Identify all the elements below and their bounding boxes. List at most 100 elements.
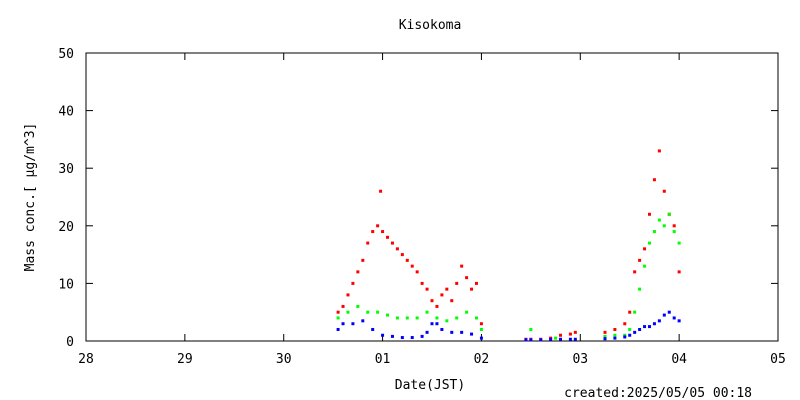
data-point: [405, 316, 409, 320]
series-1: [336, 212, 681, 340]
data-point: [400, 253, 404, 257]
data-point: [381, 333, 385, 337]
data-point: [430, 322, 434, 326]
data-point: [647, 241, 651, 245]
data-point: [415, 270, 419, 274]
data-point: [336, 310, 340, 314]
data-point: [474, 316, 478, 320]
data-point: [559, 333, 563, 337]
chart-title: Kisokoma: [399, 18, 462, 33]
series-2: [336, 310, 681, 342]
data-point: [628, 333, 632, 337]
data-point: [652, 322, 656, 326]
data-point: [440, 327, 444, 331]
data-point: [440, 293, 444, 297]
data-point: [568, 332, 572, 336]
data-point: [623, 322, 627, 326]
data-point: [677, 319, 681, 323]
data-point: [435, 316, 439, 320]
y-axis: 0 10 20 30 40 50: [58, 47, 778, 350]
data-point: [460, 330, 464, 334]
x-axis-label: Date(JST): [395, 378, 465, 393]
data-point: [524, 338, 528, 342]
data-point: [351, 322, 355, 326]
data-point: [479, 327, 483, 331]
y-tick-label: 20: [58, 220, 74, 235]
data-point: [410, 336, 414, 340]
data-point: [425, 310, 429, 314]
data-point: [667, 212, 671, 216]
data-point: [400, 336, 404, 340]
data-point: [657, 218, 661, 222]
data-point: [405, 258, 409, 262]
created-timestamp: created:2025/05/05 00:18: [564, 386, 752, 400]
data-point: [568, 337, 572, 341]
series-layer: [336, 149, 681, 342]
data-point: [376, 310, 380, 314]
data-point: [450, 330, 454, 334]
data-point: [341, 322, 345, 326]
data-point: [356, 304, 360, 308]
series-0: [336, 149, 681, 341]
data-point: [420, 334, 424, 338]
y-tick-label: 0: [66, 335, 74, 350]
data-point: [336, 316, 340, 320]
x-axis: 28 29 30 01 02 03 04 05: [78, 53, 786, 367]
data-point: [623, 333, 627, 337]
data-point: [346, 293, 350, 297]
data-point: [643, 247, 647, 251]
data-point: [445, 319, 449, 323]
data-point: [638, 287, 642, 291]
data-point: [662, 189, 666, 193]
data-point: [662, 313, 666, 317]
data-point: [647, 212, 651, 216]
data-point: [652, 230, 656, 234]
data-point: [420, 281, 424, 285]
data-point: [379, 189, 383, 193]
data-point: [662, 224, 666, 228]
data-point: [677, 241, 681, 245]
data-point: [479, 336, 483, 340]
data-point: [643, 264, 647, 268]
x-tick-label: 01: [375, 352, 391, 367]
x-tick-label: 29: [177, 352, 193, 367]
data-point: [657, 149, 661, 153]
data-point: [465, 276, 469, 280]
plot-frame: [85, 52, 779, 342]
data-point: [603, 330, 607, 334]
data-point: [529, 327, 533, 331]
data-point: [633, 310, 637, 314]
data-point: [445, 287, 449, 291]
data-point: [603, 337, 607, 341]
data-point: [623, 335, 627, 339]
data-point: [628, 310, 632, 314]
data-point: [470, 332, 474, 336]
data-point: [613, 336, 617, 340]
data-point: [474, 281, 478, 285]
y-tick-label: 10: [58, 277, 74, 292]
data-point: [657, 319, 661, 323]
data-point: [613, 333, 617, 337]
x-tick-label: 03: [572, 352, 588, 367]
data-point: [638, 327, 642, 331]
data-point: [410, 264, 414, 268]
data-point: [539, 338, 543, 342]
y-tick-label: 30: [58, 162, 74, 177]
data-point: [381, 230, 385, 234]
x-tick-label: 28: [78, 352, 94, 367]
data-point: [554, 336, 558, 340]
data-point: [386, 235, 390, 239]
data-point: [479, 322, 483, 326]
y-tick-label: 50: [58, 47, 74, 62]
data-point: [386, 313, 390, 317]
data-point: [425, 330, 429, 334]
data-point: [633, 330, 637, 334]
data-point: [415, 316, 419, 320]
data-point: [455, 281, 459, 285]
data-point: [371, 230, 375, 234]
data-point: [672, 230, 676, 234]
data-point: [643, 325, 647, 329]
data-point: [677, 270, 681, 274]
y-tick-label: 40: [58, 105, 74, 120]
